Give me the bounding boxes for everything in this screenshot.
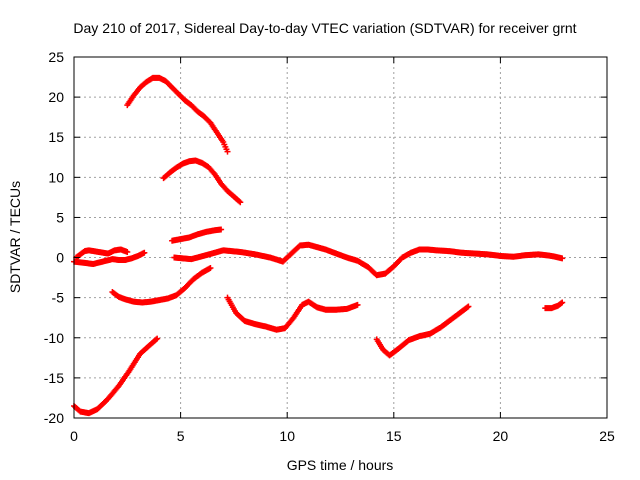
y-tick-label: -5 xyxy=(52,290,65,306)
data-point xyxy=(154,335,161,342)
x-tick-label: 5 xyxy=(177,428,185,444)
y-tick-label: 10 xyxy=(48,169,64,185)
data-point xyxy=(124,248,131,255)
series-track-near-zero-main xyxy=(171,241,566,279)
data-point xyxy=(141,249,148,256)
series-track-lower-arc-a xyxy=(109,264,214,306)
y-tick-label: 25 xyxy=(48,49,64,65)
data-point xyxy=(465,303,472,310)
data-point xyxy=(237,199,244,206)
data-point xyxy=(153,336,160,343)
x-tick-label: 20 xyxy=(493,428,509,444)
data-point xyxy=(558,300,565,307)
data-point xyxy=(207,264,214,271)
data-point xyxy=(224,148,231,155)
data-point xyxy=(559,255,566,262)
y-tick-label: 5 xyxy=(56,209,64,225)
grid xyxy=(74,57,607,418)
x-tick-label: 0 xyxy=(70,428,78,444)
y-tick-label: 15 xyxy=(48,129,64,145)
data-point xyxy=(218,226,225,233)
y-tick-label: -15 xyxy=(44,370,64,386)
series-track-lower-arc-b xyxy=(224,294,361,333)
x-axis-label: GPS time / hours xyxy=(287,457,394,473)
data-point xyxy=(354,301,361,308)
x-tick-label: 15 xyxy=(386,428,402,444)
y-tick-label: 0 xyxy=(56,250,64,266)
plot-frame xyxy=(73,56,608,419)
series-track-short-right xyxy=(542,299,566,312)
x-tick-label: 25 xyxy=(599,428,615,444)
data-point xyxy=(236,198,243,205)
x-tick-label: 10 xyxy=(279,428,295,444)
data-points xyxy=(71,74,566,417)
series-track-near-zero-left xyxy=(71,249,148,267)
series-track-upper-arc xyxy=(124,74,231,155)
y-axis-label: SDTVAR / TECUs xyxy=(7,181,23,293)
y-tick-label: -20 xyxy=(44,410,64,426)
axis-ticks: 0 5 10 15 20 25 -20 -15 -10 -5 0 5 10 15 20 25 xyxy=(44,49,615,444)
chart-title: Day 210 of 2017, Sidereal Day-to-day VTE… xyxy=(73,20,576,36)
series-track-near-zero-bumps xyxy=(73,246,131,261)
series-track-mid-arc xyxy=(160,157,244,206)
y-tick-label: 20 xyxy=(48,89,64,105)
series-track-lower-arc-c xyxy=(373,303,472,359)
series-track-short-rise xyxy=(169,226,225,244)
data-point xyxy=(559,299,566,306)
y-tick-label: -10 xyxy=(44,330,64,346)
series-track-bottom-rise xyxy=(71,335,161,417)
data-point xyxy=(464,304,471,311)
